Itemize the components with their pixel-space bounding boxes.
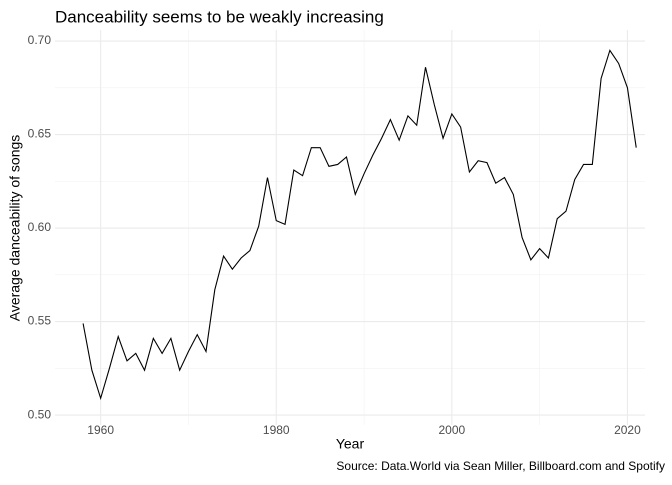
x-tick-label: 1980	[263, 423, 290, 437]
y-tick-label: 0.65	[28, 127, 52, 141]
x-tick-label: 2000	[438, 423, 465, 437]
chart-title: Danceability seems to be weakly increasi…	[55, 7, 384, 26]
y-axis-label: Average danceability of songs	[7, 135, 23, 322]
x-tick-label: 1960	[87, 423, 114, 437]
data-line	[82, 49, 637, 401]
y-tick-label: 0.55	[28, 314, 52, 328]
x-tick-label: 2020	[614, 423, 641, 437]
caption: Source: Data.World via Sean Miller, Bill…	[336, 459, 665, 473]
y-tick-label: 0.60	[28, 220, 52, 234]
x-axis-label: Year	[336, 436, 365, 452]
y-tick-label: 0.50	[28, 407, 52, 421]
y-tick-label: 0.70	[28, 33, 52, 47]
